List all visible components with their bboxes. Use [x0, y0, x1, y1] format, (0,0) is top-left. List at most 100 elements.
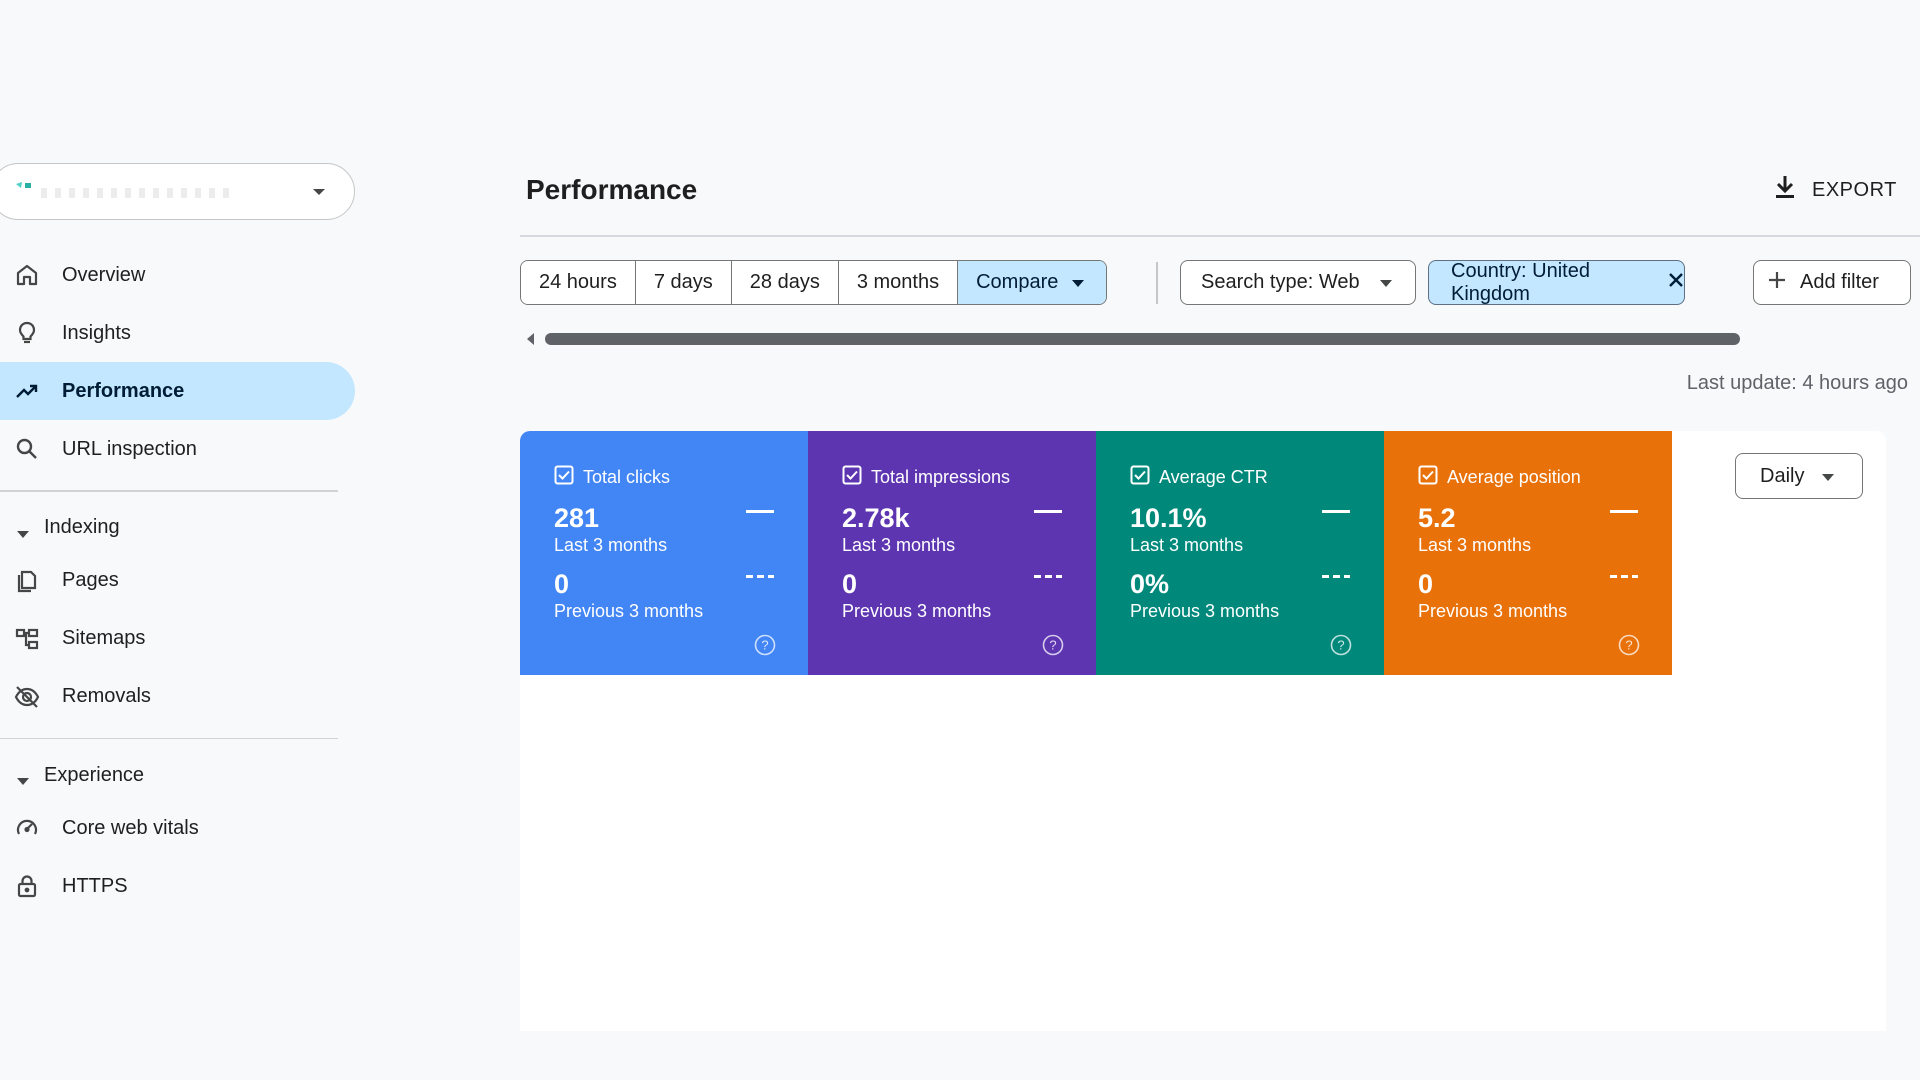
dashed-line-legend — [1322, 575, 1350, 578]
sidebar-item-label: Pages — [62, 569, 119, 591]
scroll-left-icon[interactable] — [526, 332, 535, 345]
dashed-line-legend — [746, 575, 774, 578]
metric-period: Last 3 months — [554, 535, 668, 555]
svg-text:?: ? — [1049, 638, 1056, 653]
compare-button[interactable]: Compare — [958, 261, 1107, 304]
metric-average-ctr[interactable]: Average CTR 10.1% Last 3 months 0% Previ… — [1096, 431, 1384, 675]
search-icon — [14, 436, 40, 462]
property-name — [41, 184, 236, 202]
page-title: Performance — [526, 174, 698, 205]
metric-value: 2.78k — [842, 503, 910, 533]
metric-total-impressions[interactable]: Total impressions 2.78k Last 3 months 0 … — [808, 431, 1096, 675]
chevron-down-icon — [312, 185, 326, 199]
sidebar-item-label: Performance — [62, 379, 185, 402]
metric-previous-value: 0% — [1130, 569, 1170, 599]
solid-line-legend — [1610, 510, 1638, 513]
range-3-months-button[interactable]: 3 months — [838, 261, 959, 304]
export-button[interactable]: EXPORT — [1772, 172, 1897, 208]
caret-down-icon — [1379, 271, 1392, 294]
date-range-group: 24 hours 7 days 28 days 3 months Compare — [520, 260, 1108, 305]
export-label: EXPORT — [1812, 178, 1897, 201]
range-28-days-button[interactable]: 28 days — [731, 261, 839, 304]
search-type-filter[interactable]: Search type: Web — [1180, 260, 1416, 305]
plus-icon — [1768, 271, 1786, 295]
solid-line-legend — [1322, 510, 1350, 513]
performance-line-chart — [520, 675, 1886, 1031]
caret-down-icon — [16, 523, 30, 538]
checkbox-checked-icon[interactable] — [1130, 465, 1150, 490]
add-filter-button[interactable]: Add filter — [1753, 260, 1911, 305]
help-icon[interactable]: ? — [1042, 634, 1064, 656]
last-update-text: Last update: 4 hours ago — [1686, 372, 1908, 394]
metric-previous-value: 0 — [554, 569, 570, 599]
svg-text:?: ? — [1625, 638, 1632, 653]
add-filter-label: Add filter — [1800, 271, 1879, 293]
country-filter-label: Country: United Kingdom — [1451, 259, 1590, 305]
section-experience[interactable]: Experience — [0, 751, 360, 799]
solid-line-legend — [746, 510, 774, 513]
help-icon[interactable]: ? — [1618, 634, 1640, 656]
sidebar-item-pages[interactable]: Pages — [0, 552, 360, 610]
close-icon[interactable] — [1668, 271, 1684, 294]
section-indexing[interactable]: Indexing — [0, 504, 360, 552]
metric-average-position[interactable]: Average position 5.2 Last 3 months 0 Pre… — [1384, 431, 1672, 675]
sidebar-item-core-web-vitals[interactable]: Core web vitals — [0, 799, 360, 857]
sidebar-item-removals[interactable]: Removals — [0, 668, 360, 726]
granularity-dropdown[interactable]: Daily — [1735, 453, 1863, 499]
metric-previous-period: Previous 3 months — [1130, 601, 1280, 621]
filter-separator — [1156, 262, 1158, 304]
scrollbar-thumb[interactable] — [545, 333, 1740, 345]
dashed-line-legend — [1034, 575, 1062, 578]
help-icon[interactable]: ? — [1330, 634, 1352, 656]
sidebar-item-label: Core web vitals — [62, 816, 199, 839]
sidebar-item-performance[interactable]: Performance — [0, 362, 355, 420]
metric-total-clicks[interactable]: Total clicks 281 Last 3 months 0 Previou… — [520, 431, 808, 675]
metric-header: Average CTR — [1130, 465, 1268, 490]
header-divider — [520, 235, 1920, 237]
nav-divider — [0, 490, 338, 492]
metric-period: Last 3 months — [1130, 535, 1244, 555]
sidebar-item-label: URL inspection — [62, 437, 197, 460]
lock-icon — [14, 873, 40, 899]
search-type-label: Search type: Web — [1201, 271, 1360, 293]
sitemap-icon — [14, 626, 40, 652]
property-selector[interactable] — [0, 163, 355, 220]
metric-title: Average position — [1447, 467, 1581, 487]
help-icon[interactable]: ? — [754, 634, 776, 656]
granularity-label: Daily — [1760, 464, 1805, 487]
metric-header: Average position — [1418, 465, 1581, 490]
sidebar-item-label: Insights — [62, 321, 131, 344]
pages-icon — [14, 568, 40, 594]
range-24-hours-button[interactable]: 24 hours — [521, 261, 636, 304]
metric-header: Total impressions — [842, 465, 1010, 490]
sidebar-item-label: Overview — [62, 263, 146, 286]
metric-previous-value: 0 — [1418, 569, 1434, 599]
metric-title: Total clicks — [583, 467, 671, 487]
metric-period: Last 3 months — [1418, 535, 1532, 555]
checkbox-checked-icon[interactable] — [842, 465, 862, 490]
metric-previous-value: 0 — [842, 569, 858, 599]
property-logo-icon — [13, 180, 35, 202]
country-filter-chip[interactable]: Country: United Kingdom — [1428, 260, 1685, 305]
sidebar-item-https[interactable]: HTTPS — [0, 857, 360, 915]
range-7-days-button[interactable]: 7 days — [635, 261, 732, 304]
checkbox-checked-icon[interactable] — [1418, 465, 1438, 490]
sidebar-item-overview[interactable]: Overview — [0, 246, 360, 304]
sidebar-item-label: Removals — [62, 685, 151, 707]
checkbox-checked-icon[interactable] — [554, 465, 574, 490]
trending-up-icon — [14, 378, 40, 404]
svg-text:?: ? — [761, 638, 768, 653]
sidebar-item-insights[interactable]: Insights — [0, 304, 360, 362]
sidebar-item-label: Sitemaps — [62, 627, 146, 649]
caret-down-icon — [1072, 271, 1085, 294]
svg-text:?: ? — [1337, 638, 1344, 653]
metric-header: Total clicks — [554, 465, 670, 490]
metric-title: Average CTR — [1159, 467, 1268, 487]
metric-period: Last 3 months — [842, 535, 956, 555]
dashed-line-legend — [1610, 575, 1638, 578]
download-icon — [1772, 173, 1798, 207]
sidebar-item-url-inspection[interactable]: URL inspection — [0, 420, 360, 478]
compare-label: Compare — [976, 271, 1059, 293]
sidebar-item-sitemaps[interactable]: Sitemaps — [0, 610, 360, 668]
section-label: Experience — [44, 763, 145, 786]
